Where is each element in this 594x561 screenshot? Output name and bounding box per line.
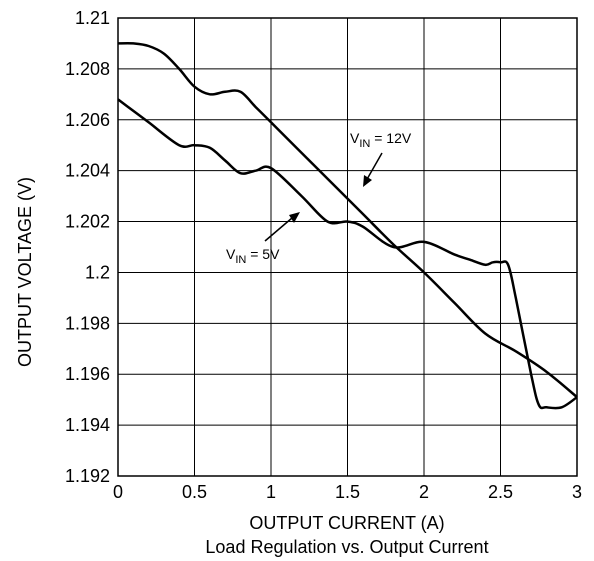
y-tick-label: 1.206 xyxy=(65,110,110,130)
x-tick-label: 2.5 xyxy=(488,482,513,502)
series-line-vin-5v xyxy=(117,98,578,410)
y-tick-label: 1.198 xyxy=(65,313,110,333)
annotation-vin-5v-sub: IN xyxy=(235,254,246,266)
x-tick-label: 2 xyxy=(419,482,429,502)
y-tick-label: 1.202 xyxy=(65,212,110,232)
y-tick-label: 1.208 xyxy=(65,59,110,79)
annotation-vin-12v: VIN = 12V xyxy=(350,130,412,150)
arrowhead-vin-12v xyxy=(363,175,372,187)
y-tick-label: 1.21 xyxy=(75,8,110,28)
tick-labels: 0 0.5 1 1.5 2 2.5 3 1.192 1.194 1.196 1.198 1.2 1.20… xyxy=(65,8,582,502)
series-group xyxy=(117,41,578,410)
y-tick-label: 1.204 xyxy=(65,161,110,181)
x-axis-title: OUTPUT CURRENT (A) xyxy=(249,513,444,533)
x-tick-label: 1 xyxy=(266,482,276,502)
annotation-vin-12v-main: V xyxy=(350,130,360,146)
annotation-vin-5v-tail: = 5V xyxy=(246,246,280,262)
x-tick-label: 1.5 xyxy=(335,482,360,502)
grid xyxy=(117,17,578,477)
y-tick-label: 1.192 xyxy=(65,466,110,486)
x-tick-label: 0.5 xyxy=(182,482,207,502)
arrowhead-vin-5v xyxy=(289,212,300,223)
x-tick-label: 3 xyxy=(572,482,582,502)
y-axis-title: OUTPUT VOLTAGE (V) xyxy=(15,177,35,367)
y-tick-label: 1.2 xyxy=(85,262,110,282)
annotation-vin-5v: VIN = 5V xyxy=(226,246,280,266)
annotation-vin-5v-main: V xyxy=(226,246,236,262)
chart-title: Load Regulation vs. Output Current xyxy=(205,537,488,557)
arrow-vin-5v xyxy=(264,217,293,242)
x-tick-label: 0 xyxy=(113,482,123,502)
y-tick-label: 1.194 xyxy=(65,415,110,435)
plot-frame xyxy=(117,17,578,477)
y-tick-label: 1.196 xyxy=(65,364,110,384)
annotation-vin-12v-sub: IN xyxy=(359,138,370,150)
arrow-vin-12v xyxy=(365,152,383,182)
series-line-vin-12v xyxy=(117,41,578,399)
annotation-vin-12v-tail: = 12V xyxy=(370,130,412,146)
